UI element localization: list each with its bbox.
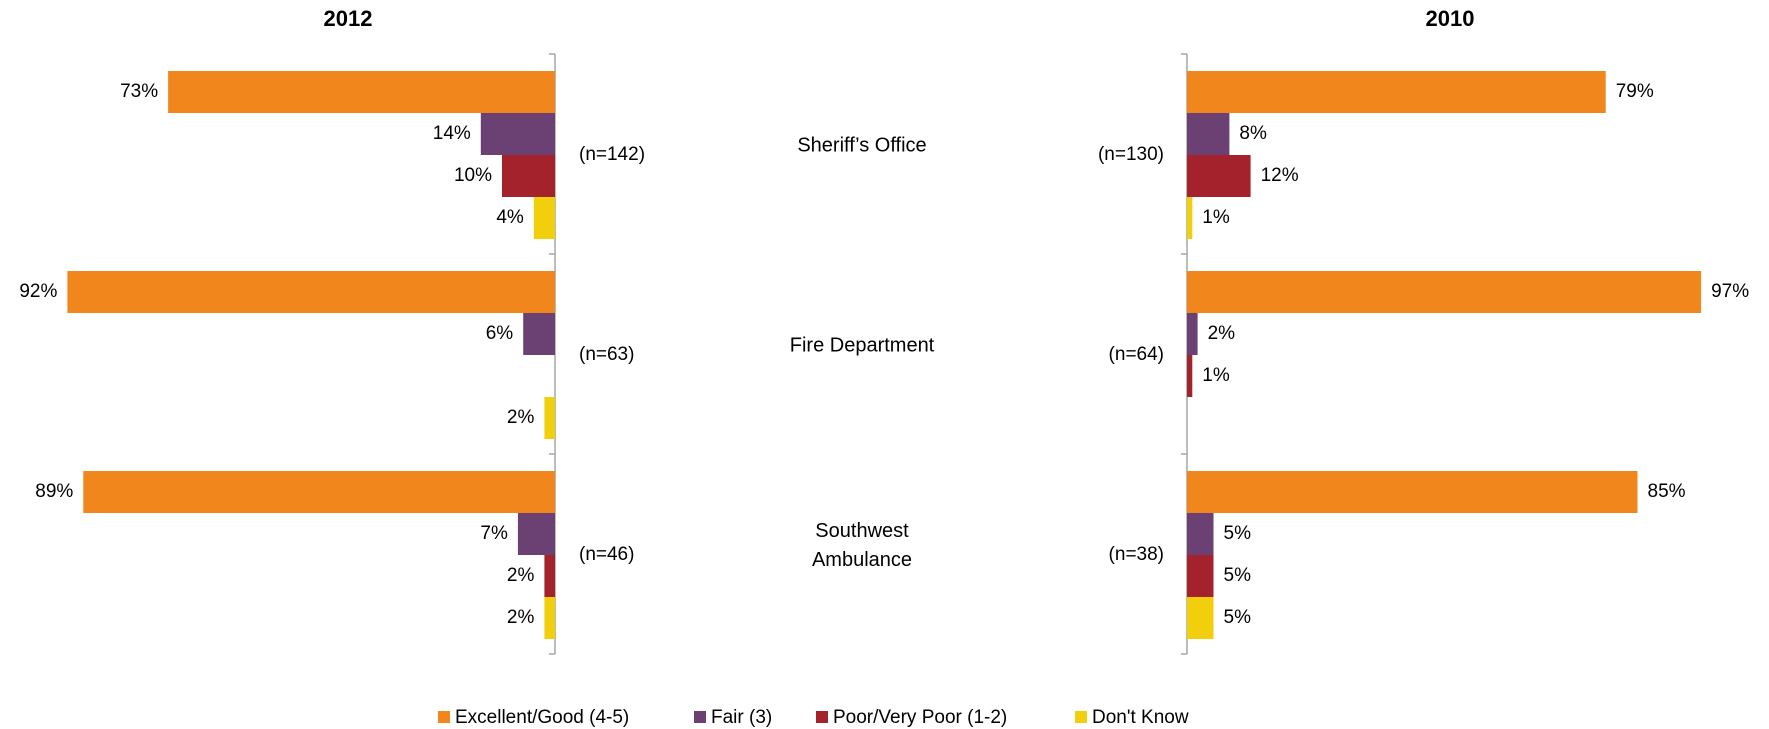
bar <box>502 155 555 197</box>
bar <box>533 197 555 239</box>
legend-label: Don't Know <box>1092 707 1189 728</box>
value-label: 5% <box>1224 565 1252 586</box>
value-label: 85% <box>1648 481 1686 502</box>
bar <box>1187 71 1606 113</box>
category-label: Southwest Ambulance <box>811 520 913 571</box>
sample-size: (n=142) <box>579 144 645 165</box>
legend-swatch <box>438 711 450 723</box>
value-label: 2% <box>507 565 535 586</box>
bar <box>168 71 555 113</box>
bar <box>83 471 556 513</box>
category-label: Sheriff’s Office <box>797 134 927 157</box>
legend-swatch <box>694 711 706 723</box>
value-label: 79% <box>1616 81 1654 102</box>
sample-size: (n=130) <box>1098 144 1164 165</box>
bar <box>1187 271 1702 313</box>
value-label: 4% <box>496 207 524 228</box>
panel-title: 2012 <box>324 6 373 31</box>
value-label: 2% <box>507 607 535 628</box>
bar <box>544 555 555 597</box>
value-label: 73% <box>120 81 158 102</box>
legend-label: Fair (3) <box>711 707 772 728</box>
bar <box>1187 197 1193 239</box>
value-label: 5% <box>1224 607 1252 628</box>
bar <box>517 513 555 555</box>
panel-title: 2010 <box>1426 6 1475 31</box>
bar <box>1187 313 1198 355</box>
value-label: 89% <box>35 481 73 502</box>
bar <box>1187 113 1230 155</box>
legend-swatch <box>816 711 828 723</box>
value-label: 2% <box>507 407 535 428</box>
bar <box>544 597 555 639</box>
value-label: 97% <box>1711 281 1749 302</box>
bar <box>67 271 556 313</box>
sample-size: (n=64) <box>1109 344 1164 365</box>
value-label: 10% <box>454 165 492 186</box>
bar <box>1187 513 1214 555</box>
value-label: 2% <box>1208 323 1236 344</box>
sample-size: (n=38) <box>1109 544 1164 565</box>
value-label: 92% <box>19 281 57 302</box>
value-label: 5% <box>1224 523 1252 544</box>
value-label: 7% <box>480 523 508 544</box>
bar <box>1187 471 1638 513</box>
bar <box>1187 155 1251 197</box>
legend-label: Excellent/Good (4-5) <box>455 707 629 728</box>
legend-swatch <box>1075 711 1087 723</box>
value-label: 6% <box>486 323 514 344</box>
bar <box>1187 597 1214 639</box>
bar <box>480 113 555 155</box>
bar <box>1187 555 1214 597</box>
category-label: Fire Department <box>789 334 935 357</box>
value-label: 14% <box>433 123 471 144</box>
bar <box>523 313 555 355</box>
sample-size: (n=63) <box>579 344 634 365</box>
bar <box>1187 355 1193 397</box>
value-label: 1% <box>1202 365 1230 386</box>
value-label: 12% <box>1261 165 1299 186</box>
value-label: 8% <box>1239 123 1267 144</box>
legend-label: Poor/Very Poor (1-2) <box>833 707 1007 728</box>
bar <box>544 397 555 439</box>
value-label: 1% <box>1202 207 1230 228</box>
sample-size: (n=46) <box>579 544 634 565</box>
